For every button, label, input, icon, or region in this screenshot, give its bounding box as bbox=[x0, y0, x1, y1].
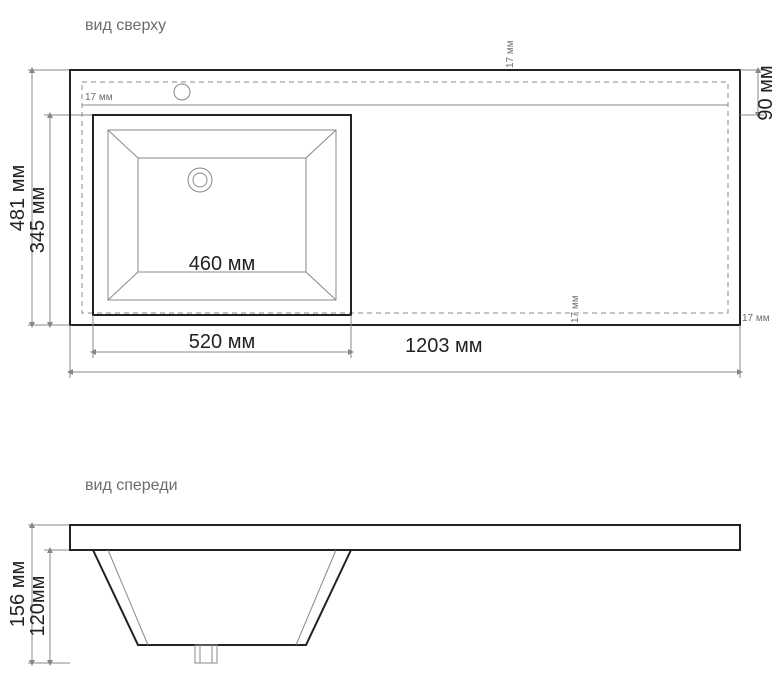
countertop-outline bbox=[70, 70, 740, 325]
dim-90: 90 мм bbox=[755, 65, 777, 120]
bevel bbox=[108, 130, 138, 158]
dim-1203: 1203 мм bbox=[405, 335, 483, 357]
front-slab bbox=[70, 525, 740, 550]
drain-outer bbox=[188, 168, 212, 192]
bevel bbox=[306, 130, 336, 158]
front-basin-outline bbox=[93, 550, 351, 645]
inset-dashed bbox=[82, 82, 728, 313]
front-view-title: вид спереди bbox=[85, 477, 178, 494]
bevel bbox=[108, 272, 138, 300]
dim-345: 345 мм bbox=[27, 187, 49, 253]
dim-481: 481 мм bbox=[7, 165, 29, 231]
technical-drawing: вид сверху 481 мм 345 мм 17 мм 17 мм 17 … bbox=[0, 0, 777, 690]
front-basin-inner bbox=[296, 550, 336, 645]
front-basin-inner bbox=[108, 550, 148, 645]
drain-inner bbox=[193, 173, 207, 187]
dim-17-bm: 17 мм bbox=[570, 295, 581, 323]
dim-520: 520 мм bbox=[189, 331, 255, 353]
top-view-title: вид сверху bbox=[85, 17, 166, 34]
dim-120: 120мм bbox=[27, 576, 49, 637]
basin-outer bbox=[93, 115, 351, 315]
front-drain-stub bbox=[195, 645, 217, 663]
dim-17-top: 17 мм bbox=[505, 40, 516, 68]
dim-156: 156 мм bbox=[7, 561, 29, 627]
dim-17-tl: 17 мм bbox=[85, 92, 113, 103]
dim-17-br: 17 мм bbox=[742, 313, 770, 324]
dim-460: 460 мм bbox=[189, 253, 255, 275]
tap-hole bbox=[174, 84, 190, 100]
bevel bbox=[306, 272, 336, 300]
